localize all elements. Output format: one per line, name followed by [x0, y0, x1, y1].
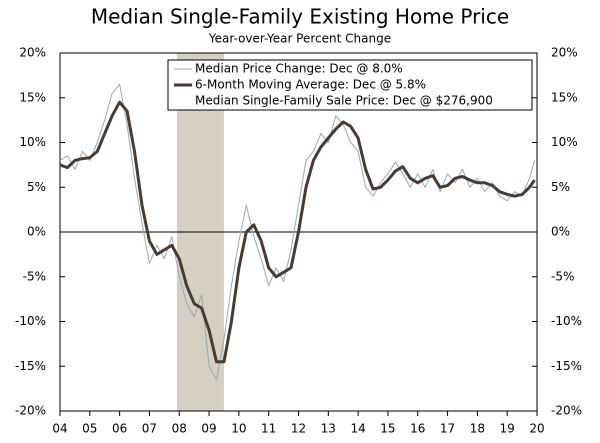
x-tick-label: 17 — [440, 422, 455, 436]
legend-label: Median Price Change: Dec @ 8.0% — [195, 62, 403, 76]
x-tick-label: 06 — [112, 422, 127, 436]
y-tick-label: 15% — [19, 90, 46, 104]
x-tick-label: 11 — [261, 422, 276, 436]
x-tick-label: 15 — [380, 422, 395, 436]
y-tick-label: 20% — [19, 46, 46, 60]
y-tick-label: 10% — [19, 135, 46, 149]
y-tick-label: -10% — [15, 314, 46, 328]
x-tick-label: 12 — [291, 422, 306, 436]
y2-tick-label: -20% — [551, 404, 582, 418]
x-tick-label: 10 — [231, 422, 246, 436]
y-tick-label: -20% — [15, 404, 46, 418]
legend-label: 6-Month Moving Average: Dec @ 5.8% — [195, 78, 426, 92]
x-tick-label: 07 — [142, 422, 157, 436]
y2-tick-label: 0% — [551, 225, 570, 239]
chart-title: Median Single-Family Existing Home Price — [91, 5, 509, 29]
y-tick-label: 0% — [27, 225, 46, 239]
series-line — [59, 100, 536, 364]
x-tick-label: 18 — [470, 422, 485, 436]
x-tick-label: 20 — [529, 422, 544, 436]
x-tick-label: 14 — [350, 422, 365, 436]
y2-tick-label: -15% — [551, 359, 582, 373]
x-tick-label: 04 — [52, 422, 67, 436]
legend-box — [167, 59, 533, 111]
y2-tick-label: -10% — [551, 314, 582, 328]
x-tick-label: 13 — [321, 422, 336, 436]
y-tick-label: -15% — [15, 359, 46, 373]
chart-subtitle: Year-over-Year Percent Change — [208, 32, 391, 46]
y2-tick-label: 20% — [551, 46, 578, 60]
x-tick-label: 16 — [410, 422, 425, 436]
x-tick-label: 19 — [500, 422, 515, 436]
y-tick-label: -5% — [23, 269, 46, 283]
legend-note: Median Single-Family Sale Price: Dec @ $… — [195, 94, 493, 108]
x-tick-label: 05 — [82, 422, 97, 436]
x-tick-label: 09 — [201, 422, 216, 436]
x-tick-label: 08 — [172, 422, 187, 436]
y2-tick-label: 15% — [551, 90, 578, 104]
y-tick-label: 5% — [27, 180, 46, 194]
y2-tick-label: -5% — [551, 269, 574, 283]
y2-tick-label: 5% — [551, 180, 570, 194]
y2-tick-label: 10% — [551, 135, 578, 149]
